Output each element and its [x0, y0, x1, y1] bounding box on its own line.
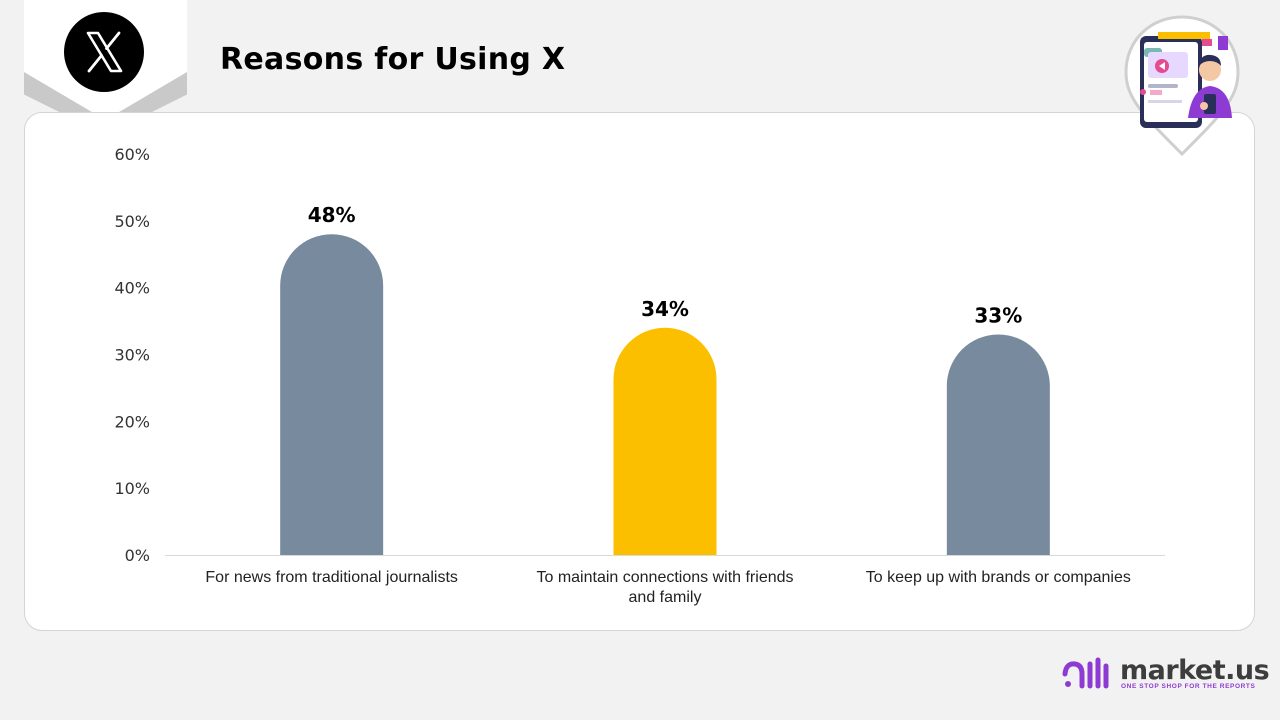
bar: [613, 327, 717, 555]
page-title: Reasons for Using X: [220, 42, 566, 77]
brand-name: market.us: [1120, 655, 1270, 686]
y-tick-label: 0%: [125, 546, 150, 565]
social-media-illustration-icon: [1124, 15, 1240, 156]
bar: [280, 234, 384, 555]
y-tick-label: 20%: [114, 412, 150, 431]
x-tick-label: For news from traditional journalists: [205, 569, 458, 586]
y-tick-label: 10%: [114, 479, 150, 498]
brand-tagline: ONE STOP SHOP FOR THE REPORTS: [1121, 683, 1256, 690]
y-tick-label: 60%: [114, 145, 150, 164]
x-logo-icon: [64, 12, 144, 92]
x-tick-label: To maintain connections with friends and …: [536, 569, 793, 606]
data-label: 48%: [308, 203, 356, 227]
y-tick-label: 30%: [114, 346, 150, 365]
bar: [946, 334, 1050, 555]
data-label: 33%: [974, 303, 1022, 327]
market-us-logo-icon: [1062, 657, 1109, 689]
y-tick-label: 50%: [114, 212, 150, 231]
y-tick-label: 40%: [114, 279, 150, 298]
x-tick-label: To keep up with brands or companies: [866, 569, 1131, 586]
data-label: 34%: [641, 297, 689, 321]
